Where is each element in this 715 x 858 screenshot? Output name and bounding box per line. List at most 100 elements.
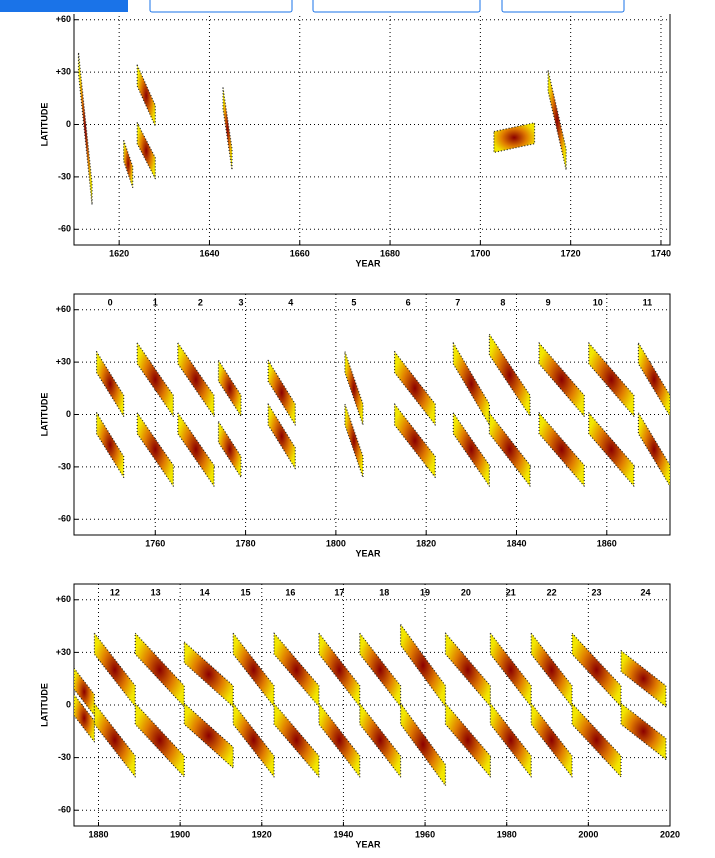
wing [183, 641, 234, 708]
y-tick-label: 0 [66, 119, 71, 129]
wing [344, 403, 364, 478]
wing [620, 702, 667, 760]
x-tick-label: 1880 [88, 829, 108, 839]
wing [177, 342, 215, 417]
wing [318, 702, 361, 778]
wing [637, 342, 670, 417]
wing [571, 632, 622, 708]
tab[interactable] [0, 0, 128, 12]
cycle-label: 9 [546, 297, 551, 307]
wing [217, 420, 242, 478]
cycle-label: 14 [200, 587, 210, 597]
cycle-label: 11 [643, 297, 653, 307]
wing [393, 403, 436, 478]
x-tick-label: 1800 [326, 538, 346, 548]
wing [493, 122, 536, 154]
wing [183, 702, 234, 769]
plot-area [73, 583, 671, 827]
y-tick-label: -60 [58, 224, 71, 234]
wing [134, 632, 185, 708]
y-axis-label: LATITUDE [39, 683, 49, 727]
wing [93, 702, 136, 778]
wing [273, 702, 320, 778]
y-tick-label: 0 [66, 409, 71, 419]
cycle-label: 0 [108, 297, 113, 307]
wing [136, 122, 156, 180]
button[interactable] [149, 0, 293, 13]
cycle-label: 18 [379, 587, 389, 597]
cycle-label: 3 [239, 297, 244, 307]
wing [538, 342, 585, 417]
cycle-label: 6 [406, 297, 411, 307]
wing [530, 702, 573, 778]
x-tick-label: 1700 [470, 248, 490, 258]
x-tick-label: 1760 [145, 538, 165, 548]
cycle-label: 17 [334, 587, 344, 597]
cycle-label: 13 [151, 587, 161, 597]
cycle-label: 24 [640, 587, 650, 597]
cycle-label: 1 [153, 297, 158, 307]
y-tick-label: 0 [66, 699, 71, 709]
wing [134, 702, 185, 778]
wing [222, 87, 233, 171]
x-tick-label: 1720 [561, 248, 581, 258]
wing [588, 342, 635, 417]
wing [637, 412, 670, 487]
button[interactable] [312, 0, 481, 13]
cycle-label: 22 [547, 587, 557, 597]
cycle-label: 7 [455, 297, 460, 307]
wing [267, 403, 296, 470]
y-tick-label: +30 [56, 647, 71, 657]
marks [95, 333, 670, 487]
y-tick-label: -60 [58, 805, 71, 815]
x-tick-label: 1840 [506, 538, 526, 548]
y-tick-label: -30 [58, 752, 71, 762]
wing [393, 351, 436, 426]
x-tick-label: 2000 [578, 829, 598, 839]
plot-area [73, 293, 671, 536]
y-tick-label: -30 [58, 461, 71, 471]
toolbar [0, 0, 715, 14]
y-tick-label: +30 [56, 66, 71, 76]
cycle-label: 10 [593, 297, 603, 307]
wing [267, 359, 296, 426]
wing [177, 412, 215, 487]
x-tick-label: 1620 [109, 248, 129, 258]
marks [74, 623, 667, 787]
button[interactable] [501, 0, 625, 13]
y-tick-label: +60 [56, 14, 71, 24]
x-tick-label: 1820 [416, 538, 436, 548]
wing [489, 702, 532, 778]
x-tick-label: 1980 [497, 829, 517, 839]
cycle-label: 23 [592, 587, 602, 597]
wing [452, 342, 490, 426]
panel: +60 +30 0 -30 -60 1760 1780 1800 1820 1840 1860 0 1 2… [39, 293, 671, 558]
x-axis-label: YEAR [355, 548, 381, 558]
y-tick-label: -30 [58, 171, 71, 181]
cycle-label: 2 [198, 297, 203, 307]
y-tick-label: +60 [56, 304, 71, 314]
wing [95, 412, 125, 478]
y-axis-label: LATITUDE [39, 103, 49, 147]
wing [588, 412, 635, 487]
wing [77, 52, 93, 206]
wing [217, 359, 242, 417]
y-tick-label: +30 [56, 356, 71, 366]
cycle-label: 21 [506, 587, 516, 597]
cycle-label: 20 [461, 587, 471, 597]
cycle-label: 5 [351, 297, 356, 307]
wing [95, 351, 125, 417]
wing [359, 702, 402, 778]
wing [136, 412, 174, 487]
wing [232, 702, 275, 778]
x-tick-label: 1920 [252, 829, 272, 839]
cycle-label: 4 [288, 297, 293, 307]
x-tick-label: 1660 [290, 248, 310, 258]
x-tick-label: 1780 [236, 538, 256, 548]
x-tick-label: 1860 [597, 538, 617, 548]
x-tick-label: 1940 [333, 829, 353, 839]
plot-area [73, 3, 671, 246]
y-tick-label: +60 [56, 594, 71, 604]
y-tick-label: -60 [58, 514, 71, 524]
y-axis-label: LATITUDE [39, 393, 49, 437]
